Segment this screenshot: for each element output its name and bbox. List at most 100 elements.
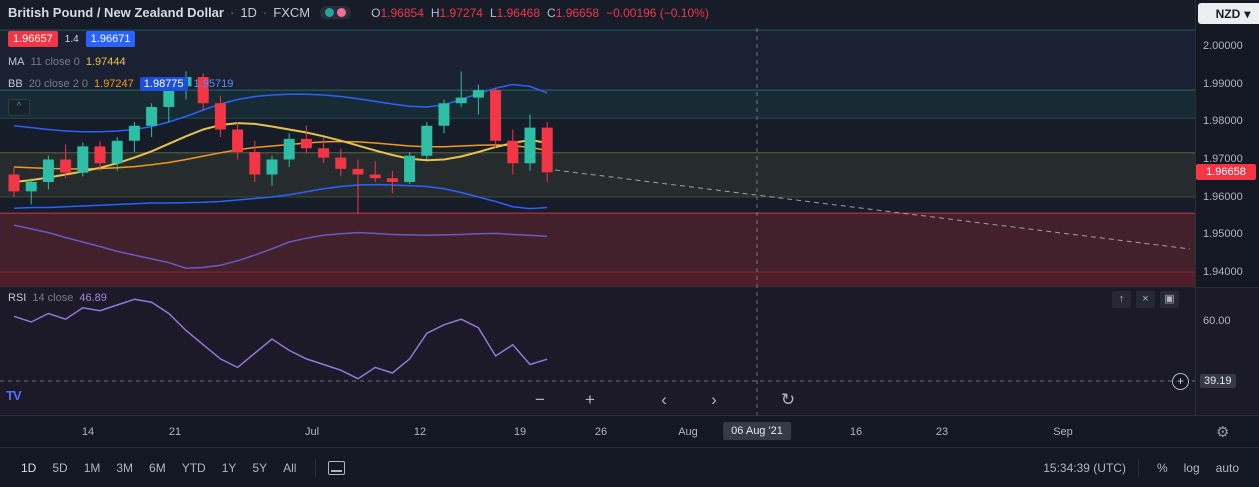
bb-indicator-row[interactable]: BB 20 close 2 0 1.97247 1.98775 1.95719 <box>8 77 709 91</box>
time-axis-label: Sep <box>1053 426 1073 438</box>
symbol-dropdown[interactable]: NZD ▾ <box>1198 3 1259 24</box>
clock-label[interactable]: 15:34:39 (UTC) <box>1043 460 1126 475</box>
separator-dot: · <box>262 5 268 20</box>
bb-upper-value: 1.98775 <box>139 77 188 91</box>
axis-label: 2.00000 <box>1203 40 1243 52</box>
separator-dot: · <box>229 5 235 20</box>
range-button-1y[interactable]: 1Y <box>221 460 237 475</box>
chart-legend: British Pound / New Zealand Dollar · 1D … <box>8 5 709 116</box>
market-open-dot-icon <box>325 8 335 17</box>
axis-label: 39.19 <box>1200 374 1236 388</box>
ma-name: MA <box>8 56 25 68</box>
time-axis-label: 14 <box>81 426 95 438</box>
toolbar-divider <box>315 458 317 477</box>
axis-label: 1.94000 <box>1203 266 1243 278</box>
range-button-5y[interactable]: 5Y <box>252 460 268 475</box>
exchange-label: FXCM <box>273 5 311 20</box>
close-label: C <box>547 5 556 20</box>
change-value: −0.00196 (−0.10%) <box>606 5 709 20</box>
time-axis-label: Jul <box>304 426 320 438</box>
range-button-1m[interactable]: 1M <box>83 460 101 475</box>
axis-label: 1.95000 <box>1203 228 1243 240</box>
current-price-badge: 1.96658 <box>1196 164 1256 180</box>
time-axis[interactable]: 14 21 Jul 12 19 26 Aug 16 23 Sep 06 Aug '21 ⚙ <box>0 415 1259 448</box>
range-buttons: 1D 5D 1M 3M 6M YTD 1Y 5Y All <box>14 457 303 479</box>
toolbar-divider <box>1137 458 1139 477</box>
range-button-all[interactable]: All <box>283 460 297 475</box>
spread-value: 1.4 <box>64 33 79 45</box>
scroll-left-button[interactable]: ‹ <box>661 390 667 409</box>
chevron-down-icon: ▾ <box>1244 6 1251 21</box>
bb-params: 20 close 2 0 <box>28 78 89 90</box>
notification-dot-icon <box>337 8 347 17</box>
zoom-in-button[interactable]: + <box>585 390 595 409</box>
range-button-1d[interactable]: 1D <box>21 460 37 475</box>
symbol-legend-row[interactable]: British Pound / New Zealand Dollar · 1D … <box>8 5 709 20</box>
time-axis-label: Aug <box>678 426 698 438</box>
ohlc-readout: O1.96854 H1.97274 L1.96468 C1.96658 −0.0… <box>371 6 709 20</box>
time-axis-label: 16 <box>849 426 863 438</box>
scroll-right-button[interactable]: › <box>711 390 717 409</box>
ask-price-badge[interactable]: 1.96671 <box>85 31 136 47</box>
percent-scale-button[interactable]: % <box>1156 460 1168 475</box>
go-to-date-icon[interactable] <box>328 460 346 475</box>
market-status-pill[interactable] <box>320 6 352 19</box>
time-axis-label: 19 <box>513 426 527 438</box>
low-value: 1.96468 <box>496 5 541 20</box>
axis-label: 1.97000 <box>1203 153 1243 165</box>
symbol-title[interactable]: British Pound / New Zealand Dollar <box>8 5 224 20</box>
symbol-dropdown-label: NZD <box>1215 6 1241 21</box>
chart-canvas[interactable] <box>0 0 1195 415</box>
axis-label: 60.00 <box>1203 315 1231 327</box>
time-axis-label: 26 <box>594 426 608 438</box>
bb-basis-value: 1.97247 <box>94 78 134 90</box>
collapse-legend-button[interactable]: ^ <box>8 99 30 116</box>
axis-label: 1.99000 <box>1203 78 1243 90</box>
axis-label: 1.96000 <box>1203 191 1243 203</box>
range-button-3m[interactable]: 3M <box>116 460 134 475</box>
rsi-params: 14 close <box>32 292 74 304</box>
high-label: H <box>430 5 440 20</box>
ma-params: 11 close 0 <box>30 56 80 68</box>
rsi-legend-row[interactable]: RSI 14 close 46.89 <box>8 292 107 304</box>
open-value: 1.96854 <box>380 5 424 20</box>
tradingview-logo[interactable]: TV <box>6 388 22 403</box>
interval-label[interactable]: 1D <box>240 5 257 20</box>
gear-icon[interactable]: ⚙ <box>1216 424 1230 441</box>
bb-name: BB <box>8 78 23 90</box>
price-axis[interactable]: 2.00000 1.99000 1.98000 1.97000 1.96000 1.950… <box>1195 0 1259 416</box>
scale-controls: 15:34:39 (UTC) % log auto <box>1043 458 1245 478</box>
pane-maximize-icon[interactable]: ▣ <box>1160 291 1179 308</box>
time-axis-label: 12 <box>413 426 427 438</box>
zoom-out-button[interactable]: − <box>535 390 545 409</box>
low-label: L <box>489 5 497 20</box>
pane-move-up-icon[interactable]: ↑ <box>1112 291 1131 308</box>
time-axis-label: 23 <box>935 426 949 438</box>
bid-price-badge[interactable]: 1.96657 <box>8 31 58 47</box>
rsi-name: RSI <box>8 292 27 304</box>
high-value: 1.97274 <box>439 5 483 20</box>
pane-close-icon[interactable]: × <box>1136 291 1155 308</box>
range-button-ytd[interactable]: YTD <box>181 460 206 475</box>
add-alert-plus-icon[interactable]: + <box>1172 373 1189 390</box>
rsi-pane-controls: ↑ × ▣ <box>1112 291 1179 308</box>
range-button-5d[interactable]: 5D <box>52 460 68 475</box>
rsi-value: 46.89 <box>79 292 107 304</box>
ma-indicator-row[interactable]: MA 11 close 0 1.97444 <box>8 56 709 68</box>
reset-chart-icon[interactable]: ↻ <box>780 390 796 409</box>
close-value: 1.96658 <box>555 5 600 20</box>
bottom-toolbar: 1D 5D 1M 3M 6M YTD 1Y 5Y All 15:34:39 (UTC) % lo… <box>0 447 1259 487</box>
open-label: O <box>371 5 381 20</box>
crosshair-date-badge: 06 Aug '21 <box>723 422 791 440</box>
auto-scale-button[interactable]: auto <box>1215 460 1239 475</box>
time-axis-label: 21 <box>168 426 182 438</box>
log-scale-button[interactable]: log <box>1183 460 1200 475</box>
range-button-6m[interactable]: 6M <box>149 460 166 475</box>
bid-ask-row: 1.96657 1.4 1.96671 <box>8 31 709 47</box>
axis-label: 1.98000 <box>1203 115 1243 127</box>
ma-value: 1.97444 <box>85 56 126 68</box>
rsi-axis-background <box>1196 287 1259 416</box>
range-switcher: 1D 5D 1M 3M 6M YTD 1Y 5Y All <box>14 457 346 479</box>
bb-lower-value: 1.95719 <box>193 78 234 90</box>
